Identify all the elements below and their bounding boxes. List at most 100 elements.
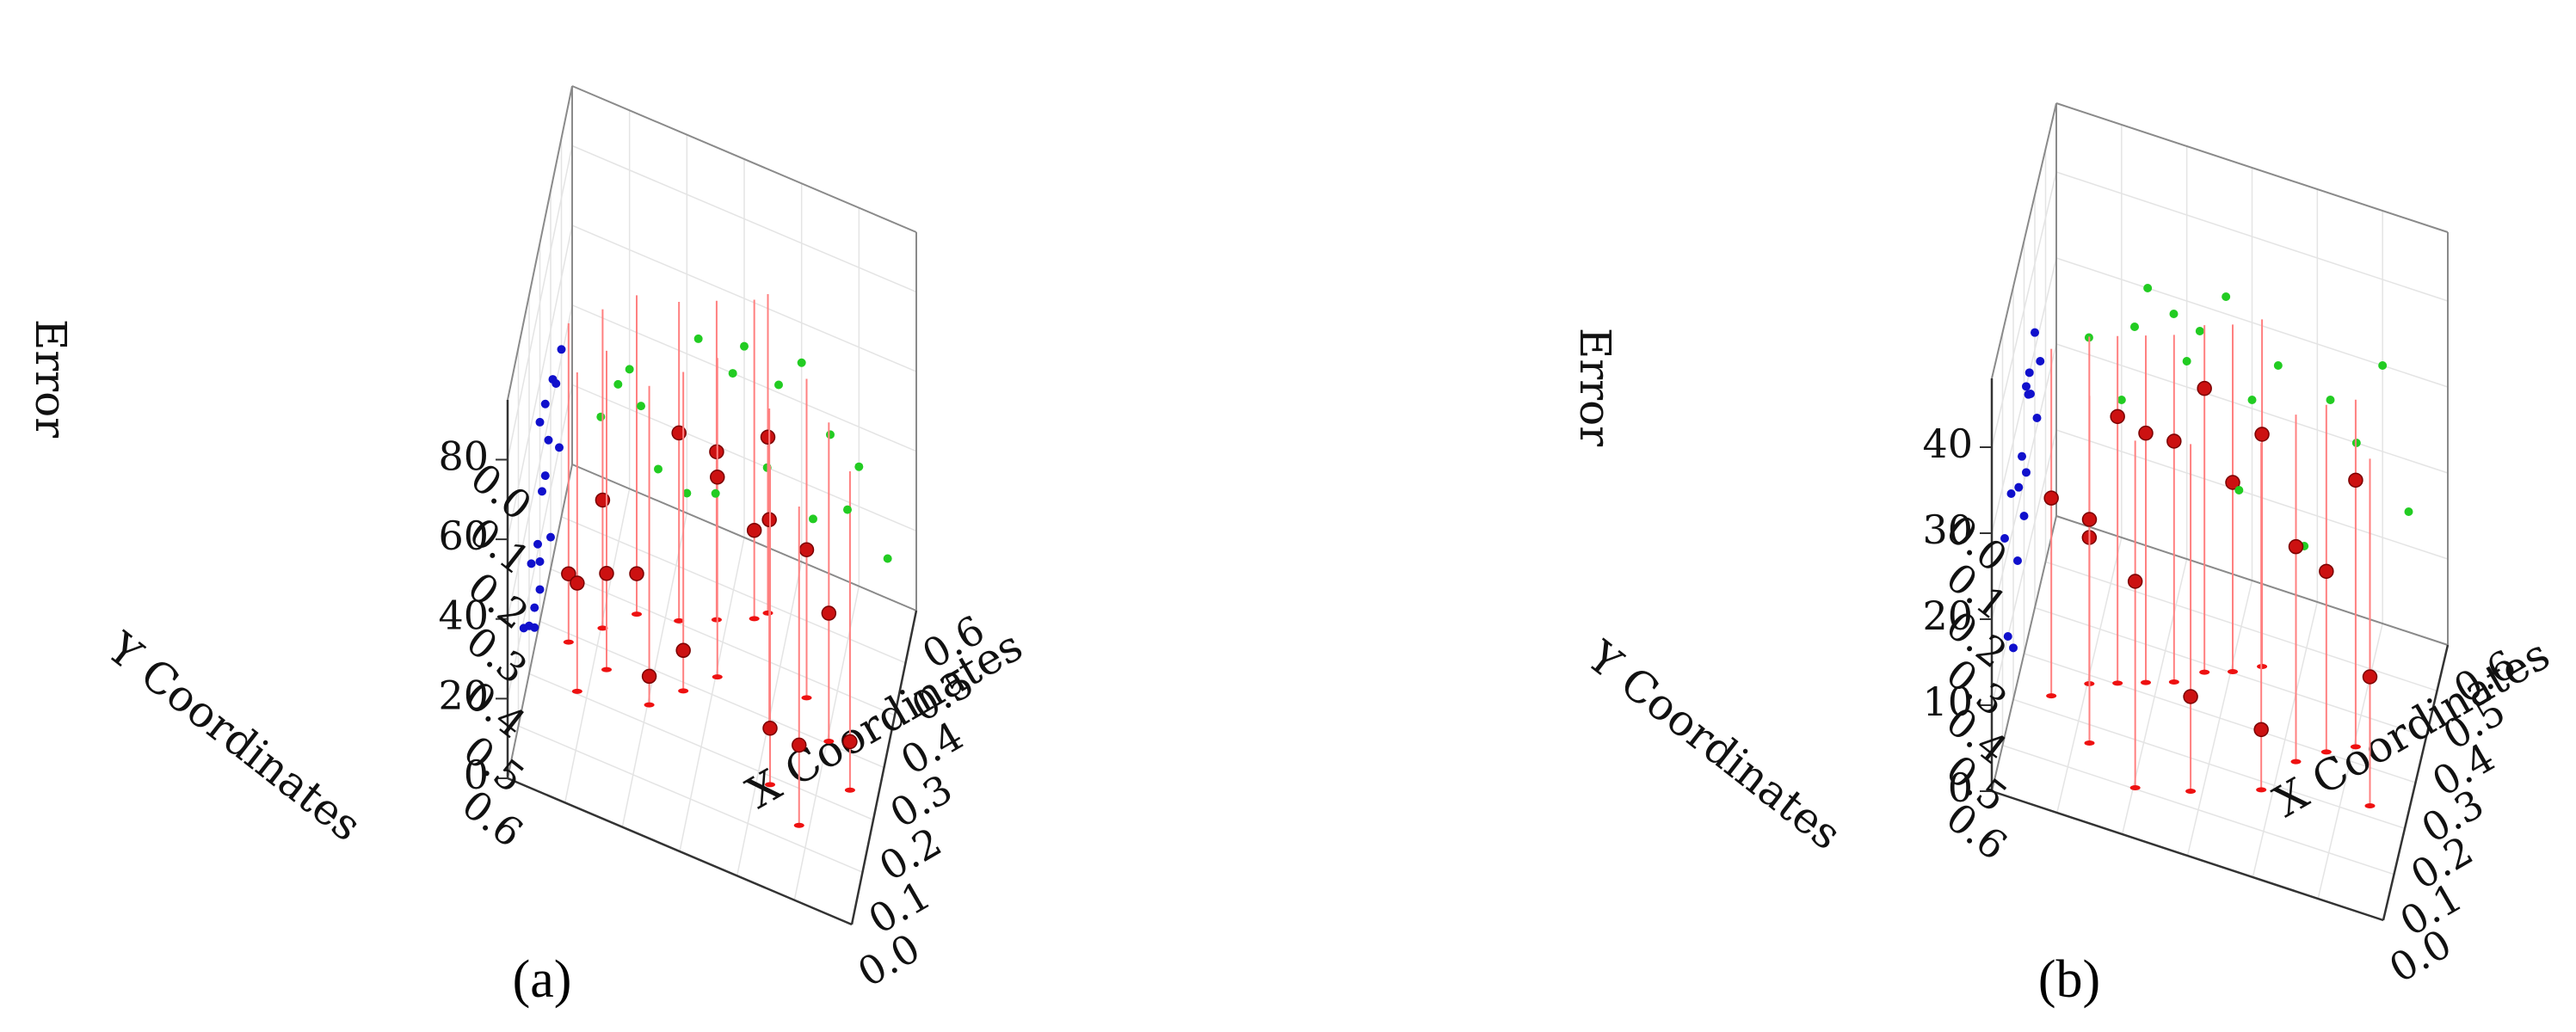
floor-projection-point [644,702,655,708]
floor-projection-point [801,695,812,701]
axis-box [506,85,918,926]
floor-projection-point [597,625,608,631]
grid-line-z [1991,429,2449,706]
yz-wall-projection-point [533,539,542,549]
data-point [2254,427,2270,442]
data-point [760,429,776,445]
floor-projection-point [844,787,855,793]
yz-wall-projection-point [527,559,536,568]
floor-projection-point [762,610,773,616]
axis-box-edge [507,85,573,401]
xz-wall-projection-point [809,514,817,524]
z-tick-label: 80 [438,433,489,479]
grid-line-x [2186,168,2253,857]
xz-wall-projection-point [740,341,749,351]
floor-projection-point [2046,693,2057,699]
xz-wall-projection-point [774,380,783,390]
panel-label-b: (b) [2038,950,2100,1009]
data-point [675,642,691,659]
yz-wall-projection-point [2024,368,2034,378]
floor-projection-point [2141,679,2151,685]
z-tick-label: 30 [1922,507,1973,553]
yz-wall-projection-point [2022,382,2031,391]
yz-wall-projection-point [552,378,561,388]
axis-box-edge [2055,515,2449,646]
data-point [842,734,858,750]
floor-projection-point [2168,679,2179,685]
x-axis-line [2382,644,2450,921]
floor-projection-point [2350,744,2361,750]
xz-wall-projection-point [2195,327,2204,335]
grid-line-z [1991,257,2449,534]
floor-projection-point [2320,749,2332,755]
z-tick-label: 40 [438,593,489,639]
z-tick-label: 20 [438,672,489,718]
data-marks [2000,284,2413,808]
yz-wall-projection-point [544,435,553,445]
xz-wall-projection-point [2169,310,2179,318]
data-point [792,737,807,753]
floor-projection-point [2129,785,2141,790]
axis-box-edge [1991,102,2057,379]
yz-wall-projection-point [2000,534,2009,543]
data-point [762,721,778,736]
yz-wall-projection-point [535,557,545,567]
yz-wall-projection-point [2031,328,2039,337]
yz-wall-projection-point [2009,643,2018,653]
y-axis-title: Y Coordinates [97,623,371,851]
xz-wall-projection-point [797,358,806,367]
xz-wall-projection-point [654,464,662,474]
xz-wall-projection-point [2143,284,2153,292]
axis-box-edge [571,85,917,233]
xz-wall-projection-point [2222,292,2231,301]
data-point [2043,490,2059,506]
floor-projection-point [793,822,804,828]
data-marks [519,294,892,828]
z-tick-label: 20 [1922,593,1973,639]
x-axis-title: X Coordinates [738,621,1031,819]
axis-box-edge [507,464,573,779]
floor-projection-point [2256,787,2267,793]
axis-box-edge [2055,102,2449,233]
yz-wall-projection-point [535,417,545,427]
yz-wall-projection-point [530,603,539,612]
data-point [821,605,837,621]
z-tick-label: 40 [1922,421,1973,467]
xz-wall-projection-point [682,488,692,498]
grid-lines [1991,103,2449,921]
yz-wall-projection-point [2019,512,2029,520]
data-point [2362,669,2378,685]
grid-line-x [679,159,745,852]
xz-wall-projection-point [2404,507,2413,516]
data-point [2166,433,2182,449]
data-point [798,542,815,557]
xz-wall-projection-point [2326,396,2335,404]
floor-projection-point [2112,680,2123,686]
data-point [2225,475,2240,490]
grid-line-x [564,110,631,803]
yz-wall-projection-point [2013,556,2022,565]
chart-panel-b: 0102030400.00.10.20.30.40.50.60.00.10.20… [1570,102,2558,1009]
z-tick-label: 60 [438,513,489,559]
floor-projection-point [2290,759,2302,765]
floor-projection-point [712,674,723,680]
xz-wall-projection-point [711,488,720,498]
floor-projection-point [749,616,760,622]
grid-line-x [621,134,688,827]
data-point [746,522,762,538]
z-tick-label: 10 [1922,679,1973,725]
floor-projection-point [2185,789,2197,794]
xz-wall-projection-point [2273,361,2283,370]
floor-projection-point [678,688,689,694]
yz-wall-projection-point [519,624,528,633]
yz-wall-projection-point [2032,414,2042,422]
data-point [595,492,611,508]
xz-wall-projection-point [637,402,645,411]
xz-wall-projection-point [854,462,864,471]
data-point [2319,563,2334,580]
yz-wall-projection-point [546,532,555,542]
grid-line-z [1991,343,2449,620]
xz-wall-projection-point [2378,361,2388,370]
floor-projection-point [765,782,775,788]
